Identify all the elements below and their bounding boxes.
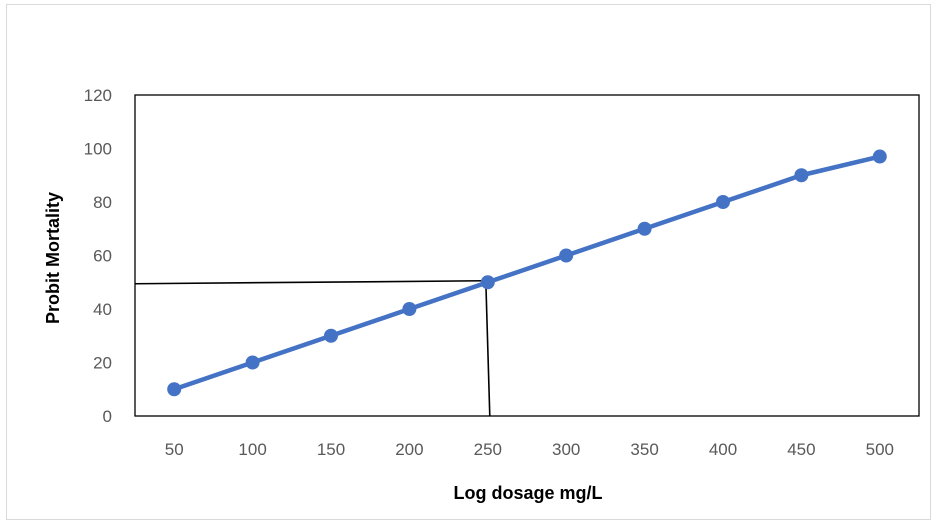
x-tick-label: 50 [165, 440, 184, 459]
data-point [559, 248, 574, 263]
y-tick-label: 100 [84, 140, 112, 159]
x-tick-label: 300 [552, 440, 580, 459]
data-point [637, 221, 652, 236]
y-tick-label: 80 [93, 193, 112, 212]
chart-frame [6, 4, 931, 520]
data-point [794, 168, 809, 183]
y-tick-label: 20 [93, 354, 112, 373]
y-tick-label: 40 [93, 300, 112, 319]
y-tick-label: 0 [103, 407, 112, 426]
y-tick-label: 120 [84, 86, 112, 105]
data-point [480, 275, 495, 290]
x-tick-label: 500 [866, 440, 894, 459]
data-point [872, 149, 887, 164]
data-point [716, 195, 730, 209]
series [167, 149, 887, 397]
x-tick-label: 100 [238, 440, 266, 459]
data-point [245, 355, 260, 370]
y-axis-tick-labels: 0 20 40 60 80 100 120 [84, 86, 112, 426]
x-tick-label: 200 [395, 440, 423, 459]
y-axis-title: Probit Mortality [43, 192, 63, 324]
x-axis-tick-labels: 50 100 150 200 250 300 350 400 450 500 [165, 440, 894, 459]
ld50-annotation [134, 279, 491, 417]
x-tick-label: 400 [709, 440, 737, 459]
y-tick-label: 60 [93, 247, 112, 266]
x-tick-label: 350 [630, 440, 658, 459]
x-axis-title: Log dosage mg/L [453, 483, 602, 503]
data-point [167, 382, 182, 397]
annotation-vertical-line [485, 280, 491, 417]
x-tick-label: 450 [787, 440, 815, 459]
plot-area-border [134, 94, 920, 417]
annotation-horizontal-line [134, 279, 486, 285]
data-point [324, 328, 338, 343]
x-tick-label: 250 [474, 440, 502, 459]
x-tick-label: 150 [317, 440, 345, 459]
data-point [402, 302, 417, 316]
series-line [171, 154, 883, 392]
